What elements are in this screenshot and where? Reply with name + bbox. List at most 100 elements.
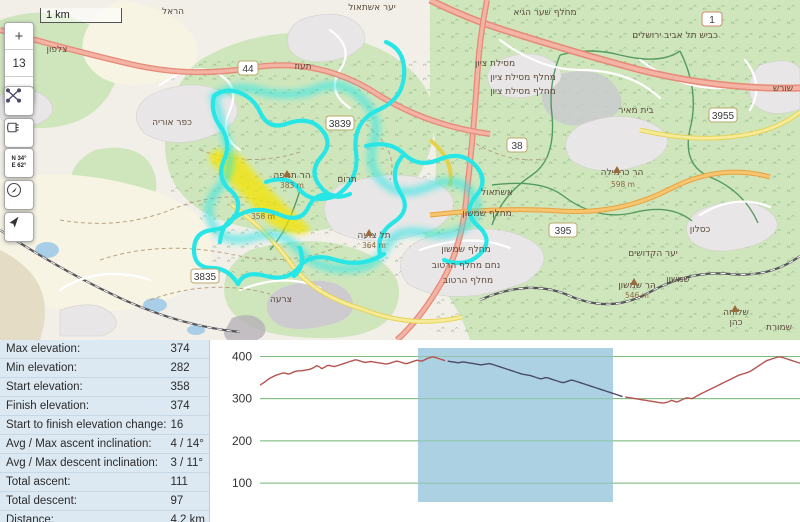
road-shield-label: 1 — [709, 15, 715, 26]
compass-button[interactable] — [4, 180, 34, 210]
elevation-line-series — [259, 356, 800, 404]
map-place-label: כביש תל אביב ירושלים — [632, 31, 718, 41]
stats-row: Total ascent: 111 — [0, 472, 209, 492]
map-place-label: מחלף מסילת ציון — [490, 73, 556, 83]
navigation-arrow-icon — [9, 216, 19, 228]
stats-row: Total descent: 97 — [0, 491, 209, 511]
road-shield — [190, 268, 220, 284]
stats-value: 111 — [170, 472, 209, 492]
bottom-panel: Max elevation: 374 Min elevation: 282 Start … — [0, 340, 800, 522]
crossed-tools-icon — [5, 88, 22, 103]
map-place-label: נחם מחלף הרטוב — [432, 261, 501, 271]
map-place-label: כסלון — [690, 225, 711, 235]
road-shield-label: 395 — [555, 226, 572, 237]
road-shield — [701, 11, 723, 27]
map-place-label: מסילת ציון — [475, 59, 515, 69]
stats-label: Total descent: — [0, 491, 171, 511]
map-place-label: מחלף מסילת ציון — [490, 87, 556, 97]
chart-y-tick-label: 200 — [232, 434, 252, 448]
elevation-line-selected — [447, 360, 623, 398]
coordinate-longitude: E 62° — [11, 163, 27, 169]
map-place-label: 598 m — [611, 180, 635, 189]
map-place-label: שורש — [773, 84, 793, 94]
road-shield — [506, 137, 528, 153]
stats-row: Finish elevation: 374 — [0, 396, 209, 416]
scale-bar: 1 km — [40, 8, 122, 23]
road-shield — [325, 115, 355, 131]
map-place-label: 546 m — [625, 291, 649, 300]
map-place-label: מחלף שמשון — [462, 209, 512, 219]
zoom-level-indicator[interactable]: 13 — [5, 50, 33, 77]
gps-track-overlay — [191, 39, 489, 287]
map-place-label: הר תנופה — [273, 171, 310, 181]
map-place-label: אשתאול — [481, 188, 513, 198]
stats-row: Avg / Max ascent inclination: 4 / 14° — [0, 434, 209, 454]
stats-value: 374 — [170, 340, 209, 359]
map-place-label: מחלף שער הגיא — [513, 8, 576, 18]
stats-value: 4.2 km — [170, 514, 205, 522]
chart-y-axis-ticks: 100 200 300 400 — [232, 349, 252, 490]
layers-button[interactable] — [4, 118, 34, 148]
scale-label: 1 km — [46, 9, 70, 21]
statistics-panel: Max elevation: 374 Min elevation: 282 Start … — [0, 340, 210, 522]
map-place-label: 383 m — [280, 181, 304, 190]
stats-row: Start elevation: 358 — [0, 377, 209, 397]
road-shield — [548, 222, 578, 238]
map-place-label: כהן — [729, 318, 742, 328]
chart-y-tick-label: 100 — [232, 476, 252, 490]
map-road-shields: 44 3839 38 1 3955 395 3835 — [190, 11, 738, 284]
stats-label: Avg / Max descent inclination: — [0, 453, 171, 473]
map-place-label: בית מאיר — [618, 106, 653, 116]
stats-label: Start elevation: — [0, 377, 171, 397]
stats-label: Max elevation: — [0, 340, 171, 359]
stats-row: Avg / Max descent inclination: 3 / 11° — [0, 453, 209, 473]
stats-label: Min elevation: — [0, 358, 171, 378]
elevation-chart-svg[interactable]: 100 200 300 400 — [210, 340, 800, 522]
statistics-table: Max elevation: 374 Min elevation: 282 Start … — [0, 340, 209, 522]
measure-tool-button[interactable] — [4, 86, 34, 116]
coordinates-button[interactable]: N 34° E 62° — [4, 148, 34, 178]
stats-value: 16 — [170, 415, 209, 435]
stats-value: 374 — [170, 396, 209, 416]
map-place-label: צלפון — [47, 45, 68, 55]
stats-label: Start to finish elevation change: — [0, 415, 171, 435]
map-place-label: הר כרמילה — [601, 168, 644, 178]
chart-gridlines-over-band — [260, 355, 800, 484]
stats-label: Distance: — [6, 514, 54, 522]
layers-icon — [6, 122, 19, 133]
locate-button[interactable] — [4, 212, 34, 242]
road-shield-label: 3955 — [712, 111, 735, 122]
chart-y-tick-label: 400 — [232, 349, 252, 363]
stats-label: Finish elevation: — [0, 396, 171, 416]
map-place-label: מחלף שמשון — [441, 245, 491, 255]
chart-y-tick-label: 300 — [232, 392, 252, 406]
road-shield — [708, 107, 738, 123]
zoom-in-button[interactable]: + — [5, 23, 33, 50]
road-shield — [237, 60, 259, 76]
map-place-label: תרום — [337, 175, 357, 185]
map-place-label: תעוז — [294, 62, 311, 72]
stats-value: 3 / 11° — [170, 453, 209, 473]
map-place-label: שמורת — [766, 323, 792, 333]
stats-label: Total ascent: — [0, 472, 171, 492]
road-shield-label: 44 — [242, 64, 254, 75]
stats-value: 4 / 14° — [170, 434, 209, 454]
stats-row: Max elevation: 374 — [0, 340, 209, 359]
stats-row: Distance: 4.2 km — [0, 511, 209, 522]
stats-row: Min elevation: 282 — [0, 358, 209, 378]
elevation-profile-chart[interactable]: 100 200 300 400 — [210, 340, 800, 522]
coordinate-latitude: N 34° — [11, 156, 27, 162]
stats-value: 97 — [170, 491, 209, 511]
map-place-label: תל צועה — [357, 231, 390, 241]
map-place-label: מחלף הרטוב — [443, 276, 493, 286]
map-place-label: 364 m — [362, 241, 386, 250]
stats-value: 282 — [170, 358, 209, 378]
compass-icon — [6, 182, 22, 198]
chart-selection-band[interactable] — [418, 348, 613, 502]
map-place-label: שמשון — [666, 275, 690, 285]
road-shield-label: 3835 — [194, 272, 217, 283]
map-place-label: כפר אוריה — [152, 118, 192, 128]
